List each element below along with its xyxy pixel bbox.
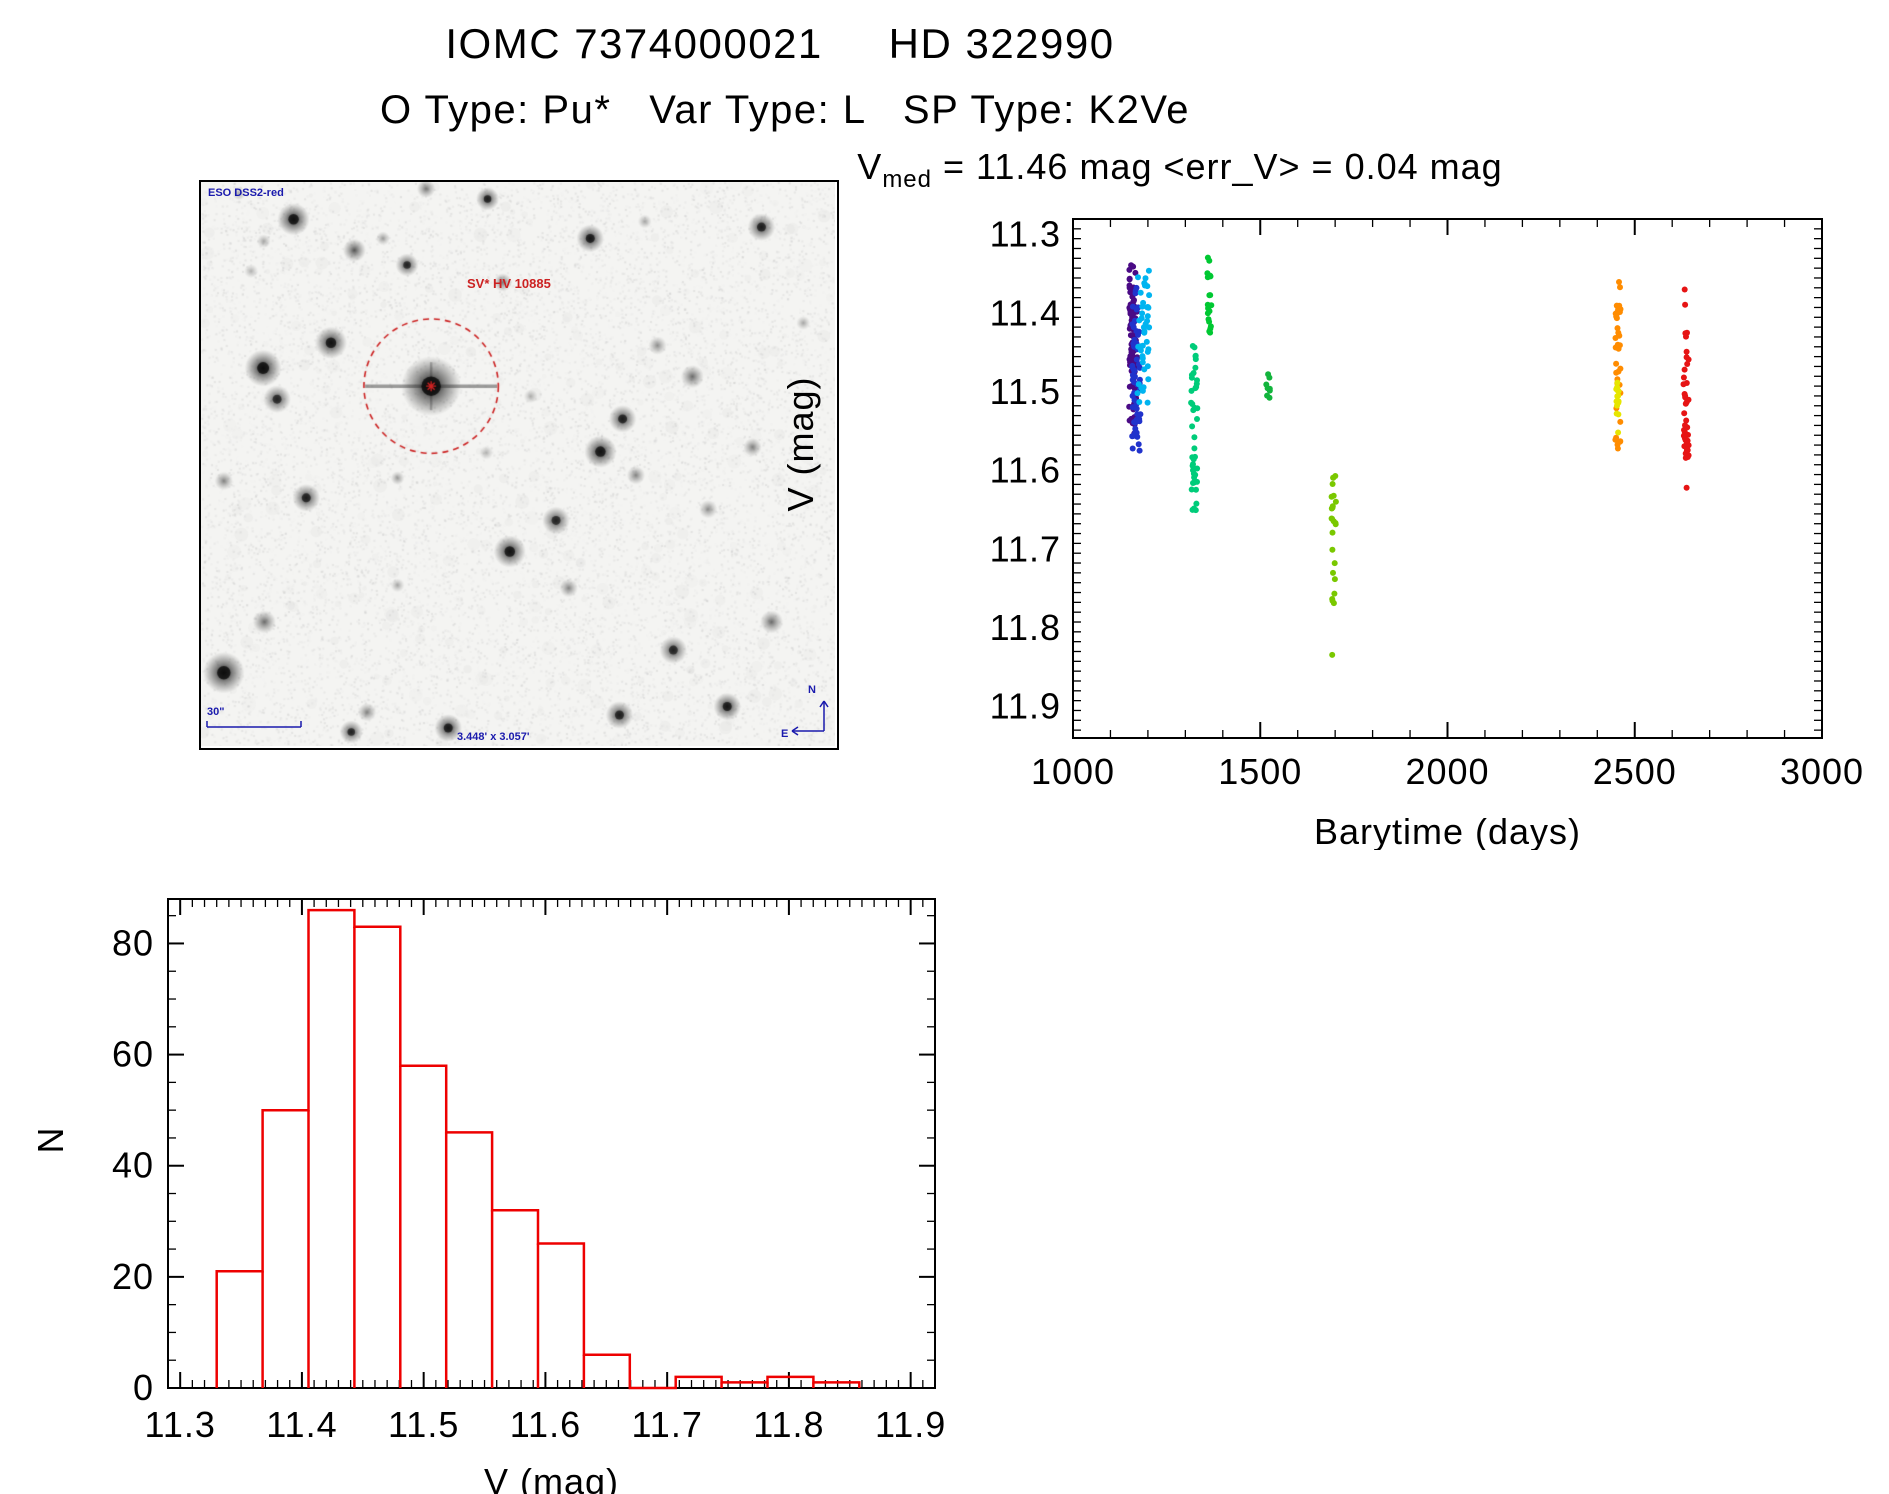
lc-x-tick-label: 2500	[1593, 751, 1677, 792]
cluster-epoch-3-green	[1204, 254, 1215, 336]
lightcurve-x-axis-label: Barytime (days)	[1314, 811, 1581, 850]
compass-east-label: E	[781, 728, 789, 740]
lightcurve-plot: 1000 1500 2000 2500 3000 11.3 11.4 11.5 11.6 11.7…	[990, 214, 1864, 850]
hist-x-tick-label: 11.3	[144, 1404, 215, 1445]
hist-y-tick-label: 40	[112, 1145, 154, 1186]
histogram-plot: 11.3 11.4 11.5 11.6 11.7 11.8 11.9 0 20 40 60 80 V (…	[112, 898, 946, 1494]
lc-x-tick-label: 3000	[1780, 751, 1864, 792]
hist-y-tick-label: 80	[112, 922, 154, 963]
cluster-epoch-7-red	[1680, 286, 1692, 491]
cluster-epoch-1-cyan	[1134, 267, 1153, 406]
lc-y-tick-label: 11.9	[990, 686, 1061, 727]
figure-subtitle: O Type: Pu* Var Type: L SP Type: K2Ve	[379, 88, 1191, 132]
histogram-bars	[215, 908, 861, 1390]
fov-size-label: 3.448' x 3.057'	[457, 731, 530, 743]
histogram-axes: 11.3 11.4 11.5 11.6 11.7 11.8 11.9 0 20 40 60 80 V (…	[112, 898, 946, 1494]
target-name-label: SV* HV 10885	[467, 276, 551, 291]
lightcurve-title-sub: med	[882, 166, 932, 194]
compass-icon	[791, 700, 829, 736]
lc-y-tick-label: 11.5	[990, 371, 1061, 412]
compass-north-label: N	[808, 684, 816, 696]
lightcurve-axes: 1000 1500 2000 2500 3000 11.3 11.4 11.5 11.6 11.7…	[990, 214, 1864, 850]
lc-y-tick-label: 11.3	[990, 214, 1061, 255]
scale-bar-label: 30"	[207, 706, 225, 718]
cluster-epoch-5-chartreuse	[1328, 473, 1339, 658]
histogram-x-axis-label: V (mag)	[484, 1461, 619, 1494]
hist-x-tick-label: 11.7	[631, 1404, 702, 1445]
figure-title: IOMC 7374000021 HD 322990	[445, 20, 1115, 67]
cluster-epoch-2-springgreen	[1188, 343, 1201, 514]
hist-x-tick-label: 11.9	[875, 1404, 946, 1445]
lightcurve-title: Vmed = 11.46 mag <err_V> = 0.04 mag	[790, 146, 1570, 194]
hist-y-tick-label: 20	[112, 1256, 154, 1297]
cluster-epoch-4-green	[1263, 371, 1273, 401]
lightcurve-points	[1126, 254, 1692, 658]
survey-label: ESO DSS2-red	[208, 187, 284, 199]
lc-y-tick-label: 11.4	[990, 292, 1061, 333]
lightcurve-title-rest: = 11.46 mag <err_V> = 0.04 mag	[932, 146, 1503, 187]
lc-x-tick-label: 1500	[1218, 751, 1302, 792]
finder-chart-canvas	[201, 182, 835, 746]
lc-y-tick-label: 11.6	[990, 450, 1061, 491]
lc-x-tick-label: 2000	[1405, 751, 1489, 792]
hist-y-tick-label: 60	[112, 1034, 154, 1075]
hist-x-tick-label: 11.8	[753, 1404, 824, 1445]
lc-y-tick-label: 11.7	[990, 528, 1061, 569]
lc-y-tick-label: 11.8	[990, 607, 1061, 648]
scale-bar	[206, 721, 302, 728]
finder-chart: ESO DSS2-red SV* HV 10885 30" 3.448' x 3…	[199, 180, 839, 750]
lightcurve-title-v: V	[857, 146, 883, 187]
hist-y-tick-label: 0	[133, 1367, 154, 1408]
hist-x-tick-label: 11.6	[510, 1404, 581, 1445]
lc-x-tick-label: 1000	[1031, 751, 1115, 792]
cluster-epoch-6-yellow	[1613, 379, 1622, 436]
hist-x-tick-label: 11.4	[266, 1404, 337, 1445]
cluster-epoch-6-orange	[1612, 279, 1624, 452]
hist-x-tick-label: 11.5	[388, 1404, 459, 1445]
